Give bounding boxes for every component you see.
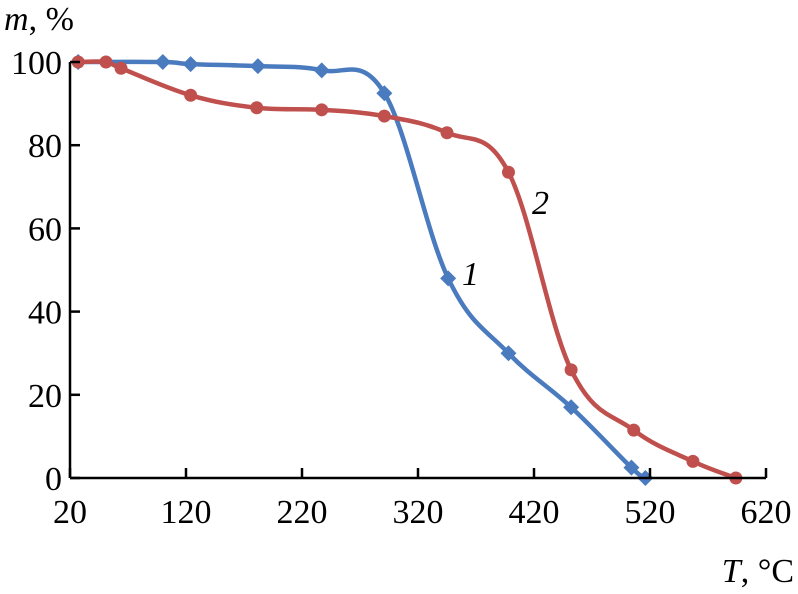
y-tick-label: 0 [45,461,62,498]
x-tick-label: 620 [741,494,792,531]
y-tick-label: 20 [28,378,62,415]
series-1-point [440,270,457,287]
series-2-line [75,59,739,481]
series-1-point [249,58,266,75]
x-tick-label: 220 [277,494,328,531]
x-tick-label: 420 [509,494,560,531]
y-axis-title: m, % [4,1,74,38]
series-2-point [627,423,641,437]
y-axis-variable: m [4,1,29,38]
y-tick-label: 60 [28,211,62,248]
series-layer [70,54,743,486]
series-2-point [114,61,128,75]
x-tick-label: 20 [53,494,87,531]
y-tick-label: 100 [11,45,62,82]
x-axis-title: T, °C [722,553,794,590]
series-1-point [500,345,517,362]
series-1-point [154,54,171,70]
series-2-point [686,454,700,468]
x-axis-unit: , °C [741,553,794,590]
x-tick-label: 320 [393,494,444,531]
series-2 [71,55,743,485]
series-1-point [182,56,199,73]
series-2-point [315,103,329,117]
x-tick-label: 520 [625,494,676,531]
series-2-point [564,363,578,377]
series-1-point [376,85,393,102]
series-1-point [313,62,330,79]
series-2-label: 2 [532,185,549,222]
ticks-layer [68,60,768,480]
series-1 [70,54,654,486]
series-1-point [623,459,640,476]
series-1-line [75,59,648,481]
series-1-point [563,399,580,416]
series-2-point [440,126,454,140]
series-2-point [184,88,198,102]
series-2-point [501,165,515,179]
series-1-label: 1 [462,256,479,293]
y-tick-label: 40 [28,295,62,332]
series-2-point [250,101,264,115]
y-tick-label: 80 [28,128,62,165]
series-2-point [377,109,391,123]
x-tick-label: 120 [161,494,212,531]
x-axis-variable: T [722,553,743,590]
series-2-point [99,55,113,69]
y-axis-unit: , % [29,1,74,38]
